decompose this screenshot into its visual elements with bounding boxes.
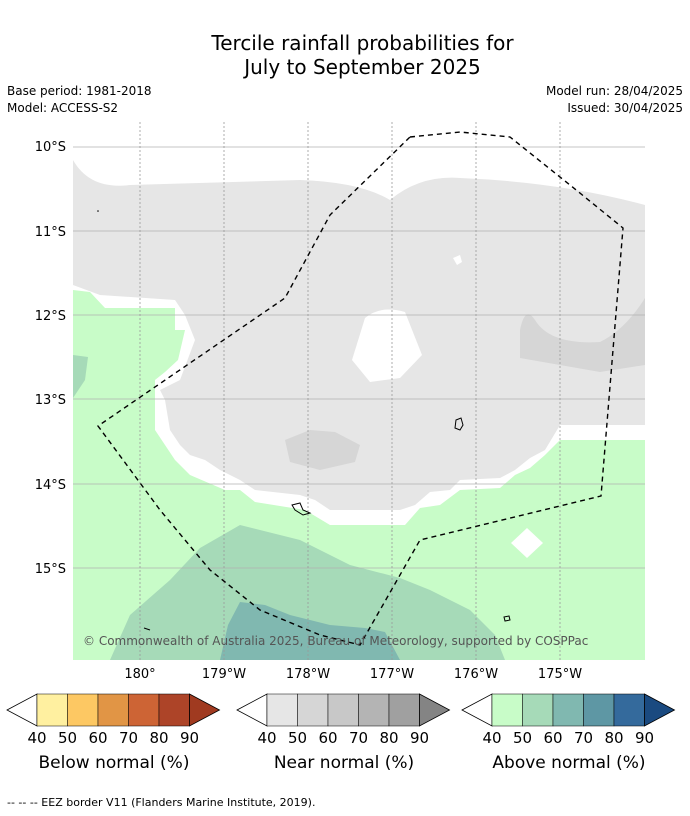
- lat-label-10s: 10°S: [35, 140, 66, 155]
- island-northwest: [97, 210, 99, 212]
- colorbar-above-tick: 80: [604, 729, 623, 747]
- issued-text: Issued: 30/04/2025: [567, 101, 683, 115]
- island-southwest: [143, 627, 151, 631]
- lat-label-11s: 11°S: [35, 225, 66, 240]
- colorbar-below-tick: 40: [27, 729, 46, 747]
- colorbar-near-tick: 70: [349, 729, 368, 747]
- colorbar-near-tick: 50: [288, 729, 307, 747]
- colorbar-below-high-extend: [189, 693, 221, 727]
- colorbar-title-below: Below normal (%): [38, 753, 190, 773]
- copyright-text: © Commonwealth of Australia 2025, Bureau…: [83, 634, 588, 648]
- meridians: [139, 122, 561, 660]
- colorbar-below-tick: 50: [58, 729, 77, 747]
- colorbar-above-tick: 90: [635, 729, 654, 747]
- colorbar-near-tick: 80: [379, 729, 398, 747]
- lat-label-14s: 14°S: [35, 478, 66, 493]
- colorbar-above-segment: [491, 693, 523, 727]
- lat-label-13s: 13°S: [35, 393, 66, 408]
- probability-layer: [73, 122, 645, 660]
- lat-label-15s: 15°S: [35, 562, 66, 577]
- lon-label-175w: 175°W: [538, 667, 582, 682]
- gridlines: [73, 146, 645, 569]
- colorbar-near-segment: [388, 693, 420, 727]
- island-east: [454, 417, 464, 431]
- top-white-notch: [375, 122, 400, 130]
- colorbar-near-segment: [266, 693, 298, 727]
- lon-label-177w: 177°W: [370, 667, 414, 682]
- white-spec: [453, 255, 462, 265]
- colorbar-near-tick: 40: [257, 729, 276, 747]
- meta-right: Model run: 28/04/2025 Issued: 30/04/2025: [546, 83, 683, 117]
- colorbar-below-segment: [128, 693, 160, 727]
- meta-left: Base period: 1981-2018 Model: ACCESS-S2: [7, 83, 152, 117]
- lon-label-176w: 176°W: [454, 667, 498, 682]
- island-southeast: [503, 615, 511, 622]
- model-text: Model: ACCESS-S2: [7, 101, 119, 115]
- lon-label-179w: 179°W: [202, 667, 246, 682]
- title-line-2: July to September 2025: [244, 55, 481, 79]
- colorbar-title-near: Near normal (%): [273, 753, 415, 773]
- colorbar-below-low-extend: [6, 693, 38, 727]
- colorbar-below-tick: 70: [119, 729, 138, 747]
- island-south: [291, 502, 312, 516]
- white-patch: [352, 309, 422, 382]
- colorbar-near-high-extend: [419, 693, 451, 727]
- near-normal-50-south: [285, 430, 360, 470]
- colorbar-above-tick: 60: [543, 729, 562, 747]
- colorbar-below-tick: 60: [88, 729, 107, 747]
- colorbar-below-tick: 80: [149, 729, 168, 747]
- lon-label-180: 180°: [124, 667, 155, 682]
- lat-label-12s: 12°S: [35, 309, 66, 324]
- title-line-1: Tercile rainfall probabilities for: [211, 31, 514, 55]
- above-normal-50-band: [110, 525, 505, 660]
- near-normal-region: [73, 160, 645, 510]
- colorbar-above-tick: 70: [574, 729, 593, 747]
- colorbar-near-tick: 90: [410, 729, 429, 747]
- colorbar-above-high-extend: [644, 693, 676, 727]
- colorbar-near-segment: [358, 693, 390, 727]
- colorbar-above-segment: [613, 693, 645, 727]
- colorbar-below-tick: 90: [180, 729, 199, 747]
- colorbar-below-segment: [67, 693, 99, 727]
- colorbar-near-tick: 60: [318, 729, 337, 747]
- eez-footer-note: -- -- -- EEZ border V11 (Flanders Marine…: [7, 796, 316, 809]
- colorbar-near-low-extend: [236, 693, 268, 727]
- colorbar-above-tick: 50: [513, 729, 532, 747]
- colorbar-title-above: Above normal (%): [492, 753, 646, 773]
- colorbar-below-segment: [36, 693, 68, 727]
- colorbar-above-low-extend: [461, 693, 493, 727]
- base-period-text: Base period: 1981-2018: [7, 84, 152, 98]
- colorbar-above-segment: [583, 693, 615, 727]
- colorbar-above-segment: [552, 693, 584, 727]
- near-normal-50-east: [520, 298, 645, 372]
- lon-label-178w: 178°W: [286, 667, 330, 682]
- colorbar-below-segment: [97, 693, 129, 727]
- colorbar-near-segment: [297, 693, 329, 727]
- map-title: Tercile rainfall probabilities for July …: [0, 31, 690, 79]
- white-diamond: [511, 528, 543, 558]
- colorbar-above-tick: 40: [482, 729, 501, 747]
- model-run-text: Model run: 28/04/2025: [545, 84, 683, 98]
- above-normal-50-west: [73, 355, 88, 398]
- colorbar-near-segment: [327, 693, 359, 727]
- eez-border: [97, 131, 624, 646]
- colorbar-below-segment: [158, 693, 190, 727]
- colorbar-above-segment: [522, 693, 554, 727]
- colorbars: 40 50 60 70 80 90 40 50 60 70 80 90 40 50 60 70 80 90: [6, 693, 676, 747]
